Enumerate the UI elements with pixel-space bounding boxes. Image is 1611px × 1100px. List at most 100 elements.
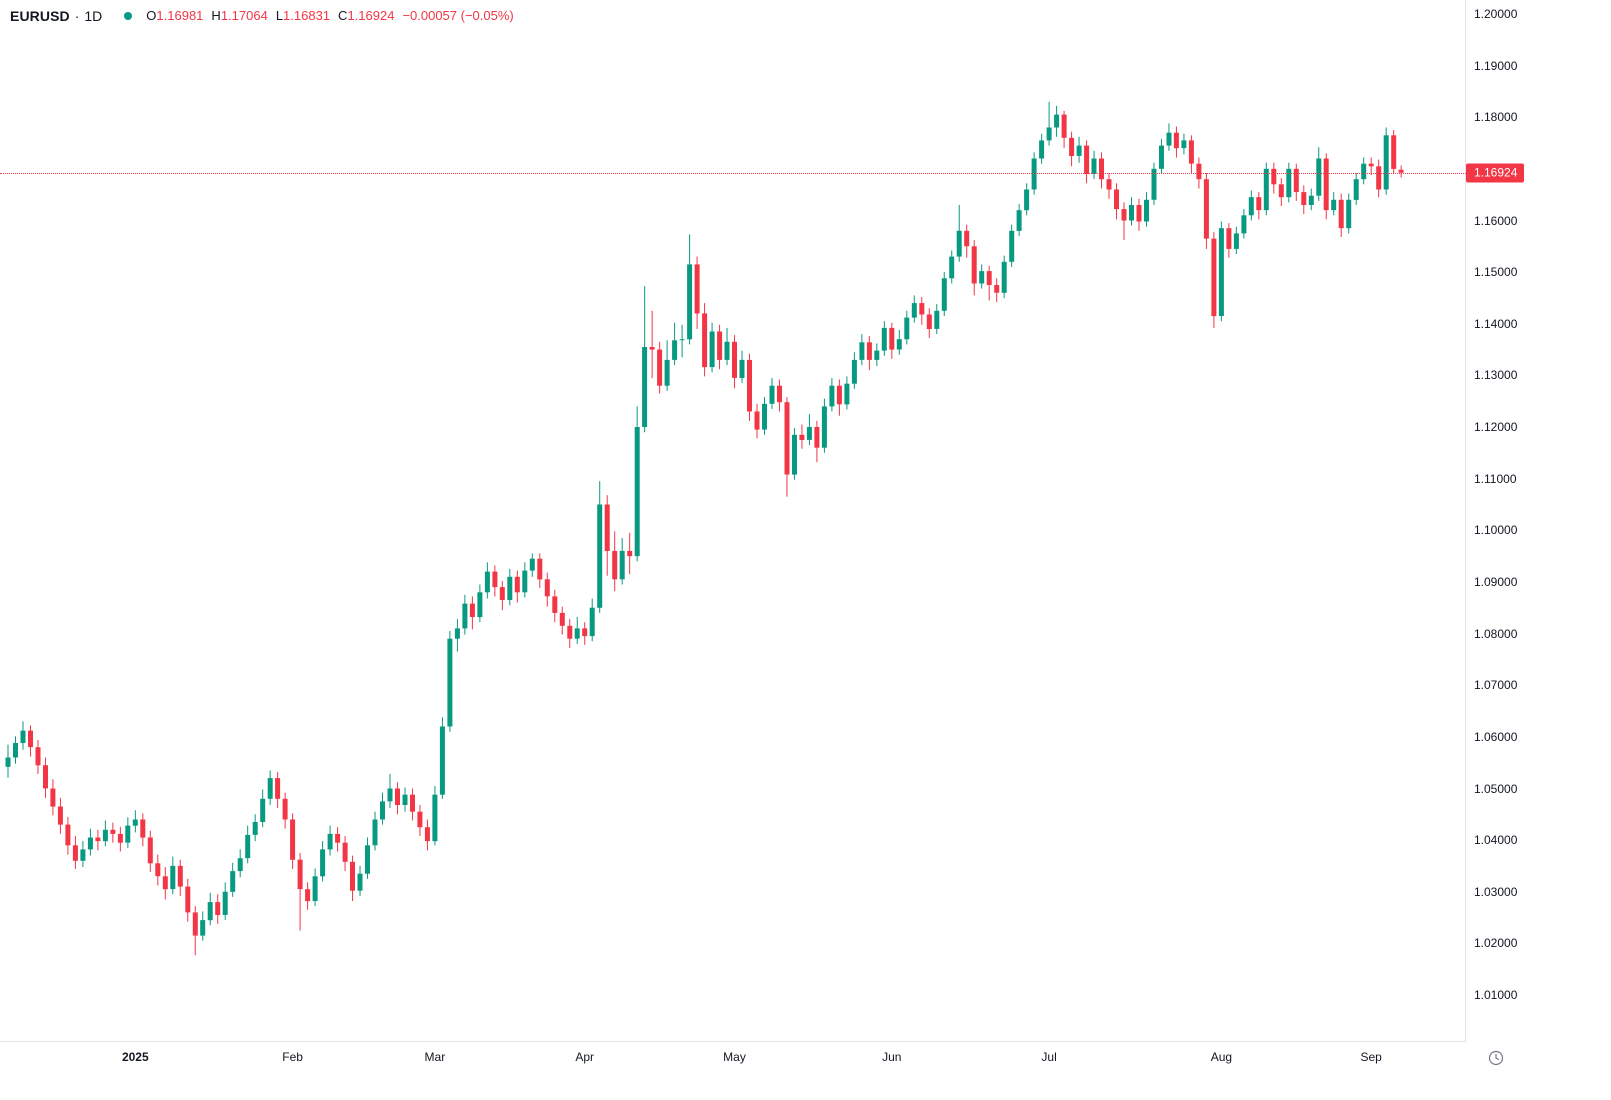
price-axis-label: 1.11000 bbox=[1474, 471, 1517, 486]
time-axis-label: May bbox=[723, 1050, 746, 1064]
candle-body bbox=[717, 331, 723, 360]
candle-body bbox=[866, 342, 872, 360]
timezone-clock-icon[interactable] bbox=[1486, 1048, 1506, 1068]
time-axis-label: Jun bbox=[882, 1050, 902, 1064]
candle-body bbox=[709, 331, 715, 368]
time-axis-label: Mar bbox=[424, 1050, 446, 1064]
candle-body bbox=[964, 230, 970, 247]
candle-body bbox=[365, 845, 370, 874]
candle-body bbox=[72, 845, 78, 861]
candle-body bbox=[447, 638, 453, 727]
candle-body bbox=[275, 778, 281, 799]
candle-body bbox=[627, 550, 633, 557]
price-axis-label: 1.07000 bbox=[1474, 678, 1518, 693]
candle-body bbox=[1076, 145, 1082, 156]
time-axis-label: Apr bbox=[575, 1050, 595, 1064]
candle-body bbox=[297, 859, 303, 890]
candle-body bbox=[814, 427, 820, 448]
candle-body bbox=[634, 427, 640, 557]
candle-body bbox=[87, 837, 93, 850]
candle-body bbox=[1121, 209, 1127, 221]
candle-body bbox=[702, 313, 708, 368]
chart-canvas[interactable]: EURUSD · 1D O1.16981 H1.17064 L1.16831 C… bbox=[0, 0, 1466, 1042]
candle-body bbox=[762, 403, 767, 430]
current-price-label: 1.16924 bbox=[1466, 163, 1525, 183]
candle-body bbox=[102, 829, 108, 842]
candle-body bbox=[956, 230, 962, 257]
candle-body bbox=[694, 264, 700, 314]
candle-body bbox=[1031, 158, 1037, 190]
candle-body bbox=[95, 837, 101, 842]
candle-body bbox=[979, 271, 985, 284]
candle-body bbox=[1203, 179, 1209, 239]
candle-body bbox=[679, 339, 685, 341]
candle-body bbox=[395, 788, 400, 805]
candle-body bbox=[1046, 127, 1052, 141]
candle-body bbox=[1346, 199, 1352, 229]
candle-body bbox=[222, 891, 228, 915]
candle-body bbox=[687, 264, 693, 340]
time-axis[interactable]: 2025 Feb Mar Apr May Jun Jul Aug Sep bbox=[0, 1042, 1466, 1100]
price-axis-label: 1.05000 bbox=[1474, 781, 1518, 796]
candle-body bbox=[1383, 135, 1389, 190]
candle-body bbox=[806, 427, 812, 440]
candle-body bbox=[1009, 230, 1015, 262]
ohlc-change: −0.00057 (−0.05%) bbox=[402, 8, 514, 23]
candlestick-plot[interactable] bbox=[0, 0, 1466, 1042]
candle-body bbox=[747, 359, 752, 412]
candle-body bbox=[1316, 158, 1322, 196]
candle-body bbox=[50, 788, 56, 807]
market-status-dot bbox=[124, 12, 133, 20]
price-axis-label: 1.15000 bbox=[1474, 265, 1518, 280]
price-axis[interactable]: 1.16924 1.20000 1.19000 1.18000 1.16000 1.15… bbox=[1466, 0, 1611, 1042]
timeframe-label[interactable]: 1D bbox=[84, 8, 103, 24]
candle-body bbox=[35, 747, 41, 766]
candle-body bbox=[477, 592, 483, 618]
candle-body bbox=[642, 347, 648, 427]
candle-body bbox=[1084, 145, 1090, 174]
candle-body bbox=[732, 341, 737, 378]
candle-body bbox=[1286, 168, 1292, 198]
candle-body bbox=[1278, 184, 1284, 198]
candle-body bbox=[1166, 132, 1172, 146]
candle-body bbox=[739, 359, 745, 378]
price-axis-label: 1.20000 bbox=[1474, 6, 1518, 21]
candle-body bbox=[777, 385, 782, 403]
candle-body bbox=[724, 341, 730, 360]
price-axis-label: 1.08000 bbox=[1474, 626, 1518, 641]
candle-body bbox=[619, 550, 625, 580]
candle-body bbox=[672, 340, 678, 360]
candle-body bbox=[544, 579, 550, 597]
candle-body bbox=[305, 889, 311, 902]
candle-body bbox=[754, 411, 760, 430]
candle-body bbox=[1361, 163, 1367, 180]
candle-body bbox=[859, 342, 865, 360]
symbol-name[interactable]: EURUSD bbox=[10, 8, 70, 24]
candle-body bbox=[537, 558, 543, 580]
price-axis-label: 1.04000 bbox=[1474, 833, 1518, 848]
candle-body bbox=[484, 571, 490, 593]
current-price-line bbox=[0, 172, 1466, 174]
candle-body bbox=[1159, 145, 1164, 169]
candle-body bbox=[589, 607, 595, 637]
candle-body bbox=[507, 576, 513, 600]
price-axis-label: 1.16000 bbox=[1474, 213, 1518, 228]
candle-body bbox=[1376, 166, 1382, 190]
candle-body bbox=[1054, 114, 1060, 128]
candle-body bbox=[552, 596, 558, 613]
time-axis-label: Sep bbox=[1360, 1050, 1382, 1064]
candle-body bbox=[207, 902, 213, 921]
candle-body bbox=[911, 303, 917, 318]
candle-body bbox=[147, 837, 153, 864]
candle-body bbox=[1196, 163, 1202, 180]
candle-body bbox=[13, 743, 18, 758]
candle-body bbox=[185, 886, 191, 913]
candle-body bbox=[140, 819, 146, 838]
candle-body bbox=[469, 603, 475, 617]
candle-body bbox=[245, 834, 251, 859]
candle-body bbox=[1256, 197, 1262, 211]
candle-body bbox=[1114, 189, 1119, 210]
candle-body bbox=[1226, 228, 1232, 249]
candle-body bbox=[350, 861, 355, 891]
candle-body bbox=[567, 625, 573, 639]
